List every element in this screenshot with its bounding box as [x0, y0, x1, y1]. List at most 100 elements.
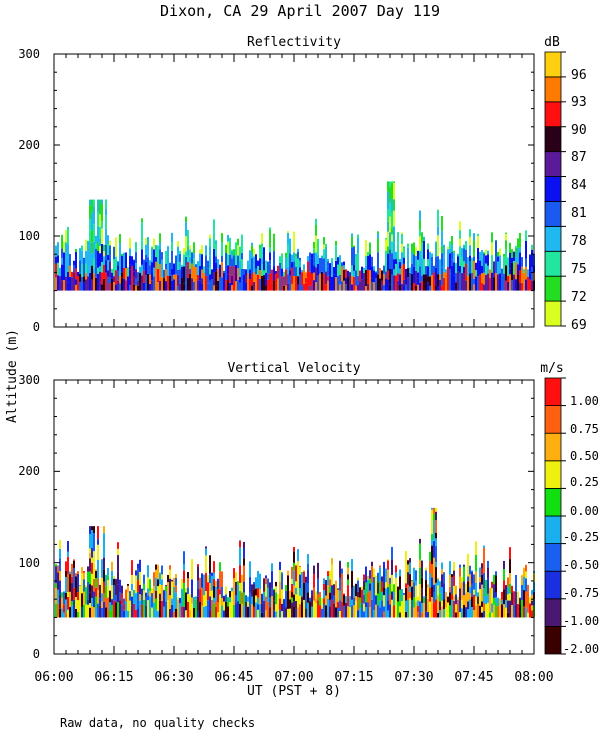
- heatmap-cell: [111, 570, 113, 586]
- heatmap-cell: [507, 275, 509, 282]
- x-tick-label: 08:00: [514, 670, 553, 685]
- heatmap-cell: [467, 609, 469, 618]
- heatmap-cell: [149, 260, 151, 266]
- heatmap-cell: [237, 584, 239, 602]
- heatmap-cell: [191, 263, 193, 279]
- heatmap-cell: [151, 280, 153, 291]
- heatmap-cell: [227, 597, 229, 607]
- heatmap-cell: [173, 603, 175, 612]
- heatmap-cell: [439, 610, 441, 618]
- heatmap-cell: [331, 564, 333, 579]
- heatmap-cell: [185, 236, 187, 252]
- heatmap-cell: [133, 259, 135, 261]
- heatmap-cell: [233, 590, 235, 605]
- heatmap-cell: [253, 248, 255, 257]
- heatmap-cell: [495, 273, 497, 291]
- heatmap-cell: [105, 199, 107, 201]
- heatmap-cell: [337, 275, 339, 291]
- heatmap-cell: [231, 587, 233, 592]
- heatmap-cell: [319, 605, 321, 618]
- heatmap-cell: [123, 610, 125, 618]
- heatmap-cell: [57, 255, 59, 263]
- heatmap-cell: [451, 577, 453, 594]
- heatmap-cell: [459, 246, 461, 261]
- heatmap-cell: [213, 561, 215, 573]
- heatmap-cell: [315, 252, 317, 268]
- heatmap-cell: [509, 252, 511, 269]
- heatmap-cell: [331, 261, 333, 277]
- heatmap-cell: [141, 588, 143, 596]
- heatmap-cell: [479, 582, 481, 590]
- heatmap-cell: [279, 569, 281, 582]
- heatmap-cell: [471, 272, 473, 291]
- heatmap-cell: [429, 601, 431, 618]
- heatmap-cell: [389, 268, 391, 285]
- heatmap-cell: [101, 199, 103, 205]
- heatmap-cell: [293, 276, 295, 291]
- heatmap-cell: [125, 589, 127, 602]
- heatmap-cell: [209, 234, 211, 239]
- heatmap-cell: [291, 578, 293, 584]
- heatmap-cell: [379, 278, 381, 291]
- heatmap-cell: [61, 234, 63, 249]
- heatmap-cell: [509, 593, 511, 601]
- heatmap-cell: [281, 611, 283, 618]
- heatmap-cell: [143, 590, 145, 600]
- heatmap-cell: [419, 601, 421, 618]
- heatmap-cell: [359, 587, 361, 598]
- heatmap-cell: [213, 219, 215, 232]
- heatmap-cell: [119, 283, 121, 291]
- heatmap-cell: [483, 562, 485, 573]
- heatmap-cell: [467, 264, 469, 277]
- heatmap-cell: [417, 284, 419, 291]
- heatmap-cell: [515, 247, 517, 257]
- heatmap-cell: [479, 577, 481, 583]
- heatmap-cell: [75, 576, 77, 589]
- x-tick-label: 07:15: [334, 670, 373, 685]
- heatmap-cell: [481, 612, 483, 618]
- heatmap-cell: [383, 587, 385, 596]
- heatmap-cell: [109, 283, 111, 291]
- heatmap-cell: [323, 273, 325, 291]
- heatmap-cell: [321, 255, 323, 259]
- heatmap-cell: [353, 587, 355, 598]
- heatmap-cell: [249, 592, 251, 600]
- heatmap-cell: [315, 225, 317, 236]
- heatmap-cell: [407, 599, 409, 618]
- heatmap-cell: [73, 587, 75, 600]
- heatmap-cell: [471, 571, 473, 584]
- heatmap-cell: [521, 600, 523, 618]
- heatmap-cell: [147, 588, 149, 596]
- heatmap-cell: [453, 252, 455, 263]
- heatmap-cell: [127, 585, 129, 593]
- heatmap-cell: [393, 182, 395, 200]
- heatmap-cell: [159, 280, 161, 291]
- heatmap-cell: [101, 243, 103, 263]
- heatmap-cell: [251, 274, 253, 286]
- heatmap-cell: [479, 260, 481, 275]
- heatmap-cell: [419, 538, 421, 544]
- heatmap-cell: [229, 254, 231, 267]
- heatmap-cell: [93, 562, 95, 579]
- heatmap-cell: [199, 253, 201, 266]
- heatmap-cell: [391, 198, 393, 212]
- heatmap-cell: [317, 249, 319, 255]
- heatmap-cell: [235, 255, 237, 265]
- heatmap-cell: [417, 250, 419, 260]
- heatmap-cell: [159, 242, 161, 250]
- heatmap-cell: [413, 283, 415, 291]
- heatmap-cell: [57, 589, 59, 604]
- heatmap-cell: [303, 571, 305, 583]
- heatmap-cell: [55, 277, 57, 291]
- heatmap-cell: [429, 551, 431, 556]
- heatmap-cell: [147, 577, 149, 589]
- heatmap-cell: [485, 255, 487, 264]
- heatmap-cell: [187, 255, 189, 262]
- heatmap-cell: [417, 600, 419, 607]
- heatmap-cell: [273, 280, 275, 291]
- heatmap-cell: [107, 579, 109, 598]
- heatmap-cell: [395, 595, 397, 610]
- heatmap-cell: [283, 599, 285, 618]
- heatmap-cell: [213, 248, 215, 265]
- heatmap-cell: [441, 253, 443, 268]
